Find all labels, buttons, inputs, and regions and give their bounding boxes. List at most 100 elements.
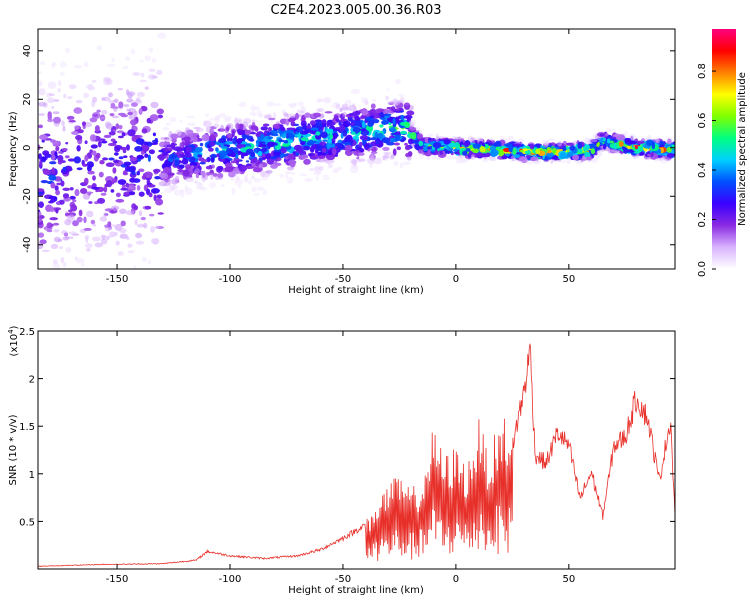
heatmap-cell — [158, 149, 164, 153]
heatmap-cell — [148, 47, 154, 53]
heatmap-cell — [387, 101, 395, 105]
heatmap-cell — [173, 146, 183, 151]
heatmap-cell — [49, 217, 58, 221]
heatmap-cell — [379, 117, 386, 120]
heatmap-cell — [238, 164, 248, 172]
x-tick-label: 50 — [562, 574, 575, 585]
heatmap-cell — [352, 126, 361, 134]
colorbar-scale — [712, 29, 736, 269]
heatmap-cell — [265, 153, 272, 160]
heatmap-cell — [454, 141, 460, 150]
spectrogram-x-label: Height of straight line (km) — [288, 285, 424, 296]
heatmap-cell — [120, 146, 128, 151]
y-tick-label: 20 — [22, 93, 33, 106]
heatmap-cell — [122, 149, 127, 154]
x-tick-label: -50 — [335, 274, 351, 285]
heatmap-cell — [52, 140, 61, 147]
heatmap-cell — [46, 229, 53, 233]
heatmap-cell — [162, 152, 168, 156]
heatmap-cell — [178, 164, 185, 169]
heatmap-cell — [206, 172, 211, 176]
spectrogram-frame — [37, 28, 676, 270]
heatmap-cell — [596, 149, 603, 157]
heatmap-cell — [94, 125, 100, 132]
heatmap-cell — [312, 112, 322, 118]
heatmap-cell — [544, 157, 549, 161]
heatmap-cell — [169, 178, 178, 185]
heatmap-cell — [385, 95, 389, 101]
heatmap-cell — [38, 188, 45, 192]
heatmap-cell — [59, 61, 67, 68]
heatmap-cell — [577, 141, 582, 150]
heatmap-cell — [404, 142, 408, 146]
heatmap-cell — [259, 170, 266, 178]
heatmap-cell — [266, 101, 275, 107]
heatmap-cell — [279, 173, 285, 178]
heatmap-cell — [125, 56, 131, 61]
heatmap-cell — [252, 167, 262, 173]
colorbar-tick-label: 0.8 — [697, 63, 708, 79]
heatmap-cell — [318, 155, 326, 160]
heatmap-cell — [507, 135, 514, 140]
heatmap-cell — [139, 79, 147, 83]
heatmap-cell — [76, 216, 83, 223]
heatmap-cell — [572, 140, 577, 146]
heatmap-cell — [144, 153, 149, 158]
heatmap-cell — [278, 139, 285, 143]
heatmap-cell — [63, 93, 67, 99]
heatmap-cell — [220, 184, 225, 187]
heatmap-cell — [157, 212, 164, 215]
heatmap-cell — [326, 142, 331, 150]
heatmap-cell — [65, 155, 70, 159]
heatmap-cell — [375, 108, 385, 113]
colorbar-tick-label: 0.0 — [697, 261, 708, 277]
heatmap-cell — [602, 143, 607, 150]
heatmap-cell — [66, 115, 75, 120]
heatmap-cell — [48, 200, 54, 204]
heatmap-cell — [212, 174, 218, 177]
heatmap-cell — [62, 166, 66, 172]
heatmap-cell — [204, 113, 210, 117]
heatmap-cell — [306, 125, 312, 129]
heatmap-cell — [471, 148, 479, 153]
heatmap-cell — [49, 161, 57, 165]
heatmap-cell — [38, 80, 43, 87]
heatmap-cell — [322, 139, 328, 142]
heatmap-cell — [83, 227, 92, 231]
heatmap-cell — [299, 173, 307, 177]
heatmap-cell — [135, 138, 145, 145]
heatmap-cell — [425, 157, 432, 160]
heatmap-cell — [149, 114, 159, 122]
heatmap-cell — [623, 147, 629, 154]
heatmap-cell — [326, 128, 334, 132]
heatmap-cell — [324, 159, 332, 164]
heatmap-cell — [448, 142, 457, 148]
heatmap-cell — [58, 80, 62, 87]
heatmap-cell — [193, 170, 198, 175]
heatmap-cell — [321, 147, 327, 154]
heatmap-cell — [160, 137, 166, 141]
heatmap-cell — [103, 186, 108, 193]
heatmap-cell — [238, 185, 242, 189]
heatmap-cell — [60, 257, 65, 264]
heatmap-cell — [136, 185, 141, 191]
heatmap-cell — [87, 165, 92, 172]
heatmap-cell — [256, 186, 265, 191]
heatmap-cell — [239, 123, 244, 131]
heatmap-cell — [332, 132, 338, 139]
heatmap-cell — [179, 142, 183, 149]
y-tick-label: -20 — [22, 188, 33, 204]
heatmap-cell — [231, 187, 236, 195]
heatmap-cell — [370, 151, 378, 154]
heatmap-cell — [606, 138, 611, 144]
heatmap-cell — [82, 163, 88, 167]
heatmap-cell — [128, 115, 136, 120]
heatmap-cell — [250, 175, 256, 180]
heatmap-cell — [322, 177, 330, 181]
x-tick-label: 0 — [453, 274, 459, 285]
heatmap-cell — [183, 136, 191, 142]
heatmap-cell — [39, 134, 48, 140]
heatmap-cell — [273, 103, 282, 106]
heatmap-cell — [423, 146, 428, 152]
heatmap-cell — [388, 122, 392, 126]
